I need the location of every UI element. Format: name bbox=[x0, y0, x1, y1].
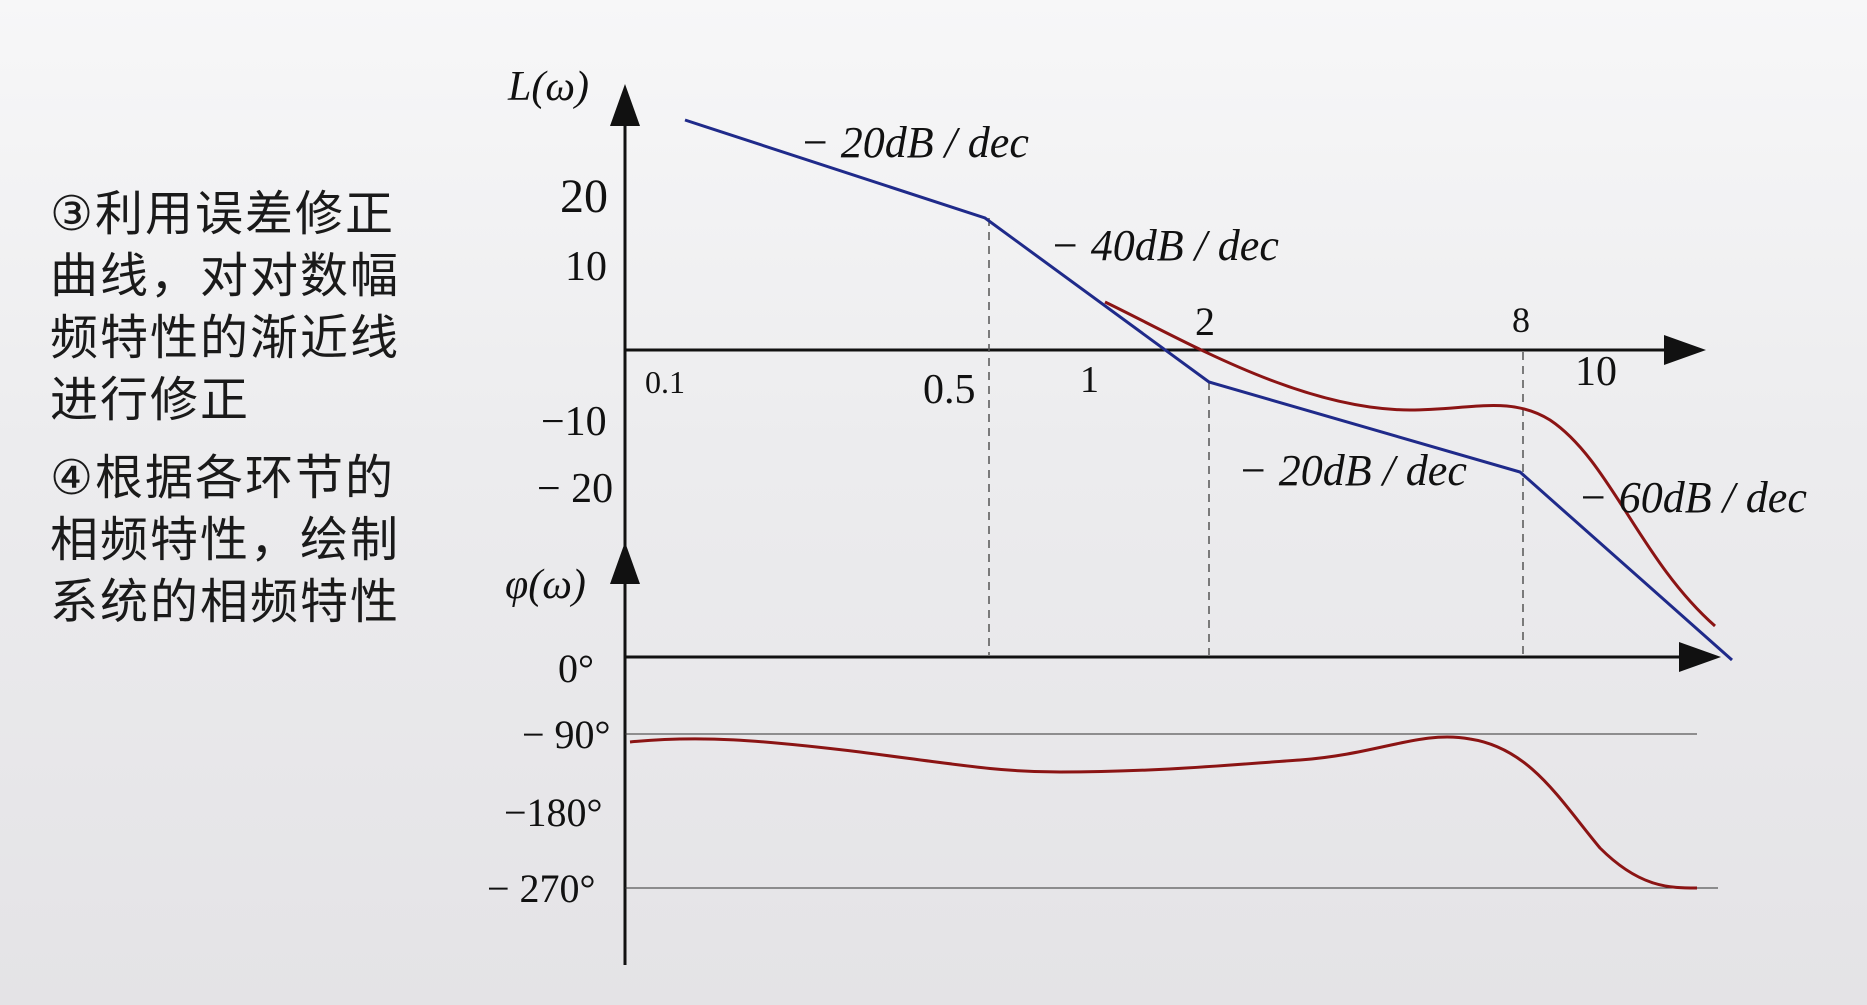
slope-label-4: − 60dB / dec bbox=[1578, 473, 1807, 522]
phase-axis-label: φ(ω) bbox=[505, 562, 586, 608]
x-tick-2: 2 bbox=[1195, 299, 1215, 344]
y-tick-minus-20: − 20 bbox=[537, 466, 613, 512]
x-tick-0-5: 0.5 bbox=[923, 367, 976, 413]
slope-label-2: − 40dB / dec bbox=[1050, 221, 1279, 270]
y-tick-minus-10: −10 bbox=[541, 399, 607, 445]
explanation-notes: ③利用误差修正 曲线，对对数幅 频特性的渐近线 进行修正 ④根据各环节的 相频特… bbox=[50, 183, 450, 649]
x-tick-1: 1 bbox=[1080, 359, 1099, 401]
x-tick-10: 10 bbox=[1575, 349, 1617, 395]
magnitude-asymptote bbox=[684, 118, 1733, 662]
slope-label-1: − 20dB / dec bbox=[800, 118, 1029, 167]
x-tick-0-1: 0.1 bbox=[645, 364, 685, 400]
magnitude-corrected-curve bbox=[1104, 300, 1716, 628]
phase-tick-0: 0° bbox=[558, 646, 594, 691]
slope-label-3: − 20dB / dec bbox=[1238, 446, 1467, 495]
y-tick-20: 20 bbox=[560, 170, 608, 223]
phase-curve bbox=[629, 735, 1698, 890]
phase-tick-minus-90: − 90° bbox=[522, 712, 611, 757]
phase-tick-minus-270: − 270° bbox=[487, 866, 596, 911]
note-step-3: ③利用误差修正 曲线，对对数幅 频特性的渐近线 进行修正 bbox=[50, 186, 401, 428]
phase-tick-minus-180: −180° bbox=[504, 790, 603, 835]
magnitude-axis-label: L(ω) bbox=[507, 64, 589, 110]
x-tick-8: 8 bbox=[1512, 300, 1530, 340]
note-step-4: ④根据各环节的 相频特性，绘制 系统的相频特性 bbox=[50, 450, 401, 630]
y-tick-10: 10 bbox=[565, 244, 607, 290]
